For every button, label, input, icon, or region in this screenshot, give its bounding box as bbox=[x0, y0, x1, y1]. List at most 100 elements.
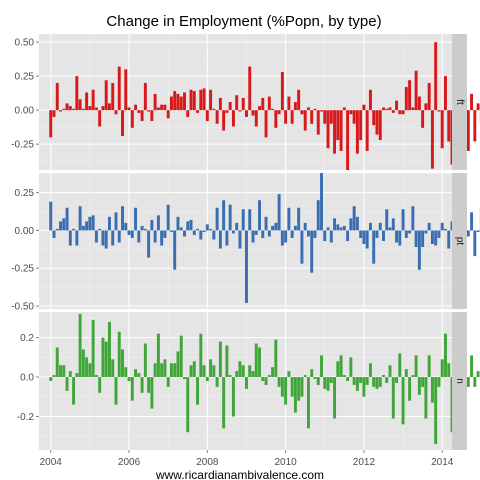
bar bbox=[88, 216, 92, 231]
bar bbox=[365, 110, 369, 151]
bar bbox=[218, 230, 222, 249]
bar bbox=[121, 110, 124, 136]
bar bbox=[163, 104, 167, 111]
bar bbox=[72, 108, 76, 111]
bar bbox=[365, 230, 369, 249]
bar bbox=[444, 228, 447, 231]
bar bbox=[395, 377, 399, 383]
bar bbox=[111, 359, 115, 378]
bar bbox=[326, 227, 330, 231]
bar bbox=[49, 110, 53, 138]
bar bbox=[173, 230, 177, 270]
bar bbox=[124, 69, 128, 111]
bar bbox=[114, 377, 118, 405]
bar bbox=[411, 107, 415, 111]
bar bbox=[470, 355, 474, 378]
bar bbox=[271, 367, 275, 378]
bar bbox=[130, 377, 134, 401]
bar bbox=[189, 365, 193, 378]
bar bbox=[378, 377, 382, 387]
bar bbox=[49, 377, 53, 381]
bar bbox=[424, 377, 428, 419]
bar bbox=[424, 103, 428, 111]
bar bbox=[98, 110, 102, 127]
bar bbox=[248, 209, 252, 231]
bar bbox=[222, 200, 226, 231]
bar bbox=[267, 96, 271, 111]
bar bbox=[355, 110, 359, 154]
bar bbox=[231, 377, 235, 417]
bar bbox=[274, 110, 278, 128]
bar bbox=[202, 88, 206, 111]
bar bbox=[414, 355, 418, 378]
bar bbox=[183, 377, 186, 380]
bar bbox=[215, 110, 219, 124]
bar bbox=[284, 110, 288, 124]
bar bbox=[176, 351, 180, 378]
bar bbox=[228, 375, 232, 378]
bar bbox=[205, 110, 209, 122]
bar bbox=[196, 228, 200, 231]
bar bbox=[336, 110, 340, 141]
bar bbox=[316, 200, 320, 231]
bar bbox=[359, 377, 363, 383]
bar bbox=[72, 228, 76, 231]
y-tick-label: 0.0 bbox=[20, 373, 34, 384]
facet-strip-label: ft bbox=[454, 99, 465, 105]
bar bbox=[372, 377, 376, 387]
x-tick-label: 2012 bbox=[353, 457, 376, 468]
x-tick-label: 2008 bbox=[196, 457, 219, 468]
bar-series-n bbox=[49, 313, 480, 445]
bar bbox=[147, 110, 151, 112]
bar bbox=[430, 230, 434, 245]
y-tick-label: 0.25 bbox=[15, 72, 35, 83]
bar bbox=[254, 110, 258, 127]
x-axis: 2004 2006 2008 2010 2012 2014 bbox=[40, 450, 454, 468]
chart-title: Change in Employment (%Popn, by type) bbox=[106, 13, 381, 30]
bar bbox=[140, 110, 144, 122]
bar bbox=[398, 230, 402, 246]
bar bbox=[391, 218, 395, 231]
bar bbox=[101, 230, 105, 246]
bar bbox=[107, 216, 111, 231]
bar bbox=[391, 377, 395, 419]
bar bbox=[205, 224, 209, 231]
bar bbox=[114, 110, 118, 115]
bar bbox=[437, 377, 441, 387]
bar bbox=[258, 106, 261, 111]
bar bbox=[111, 82, 115, 111]
bar bbox=[68, 371, 72, 378]
bar bbox=[137, 110, 141, 113]
bar bbox=[55, 82, 59, 111]
bar bbox=[65, 207, 69, 231]
bar bbox=[303, 375, 307, 378]
y-tick-label: 0.2 bbox=[20, 333, 34, 344]
bar bbox=[290, 230, 294, 238]
bar bbox=[245, 110, 248, 117]
bar bbox=[163, 230, 167, 238]
bar bbox=[143, 343, 147, 378]
bar bbox=[160, 230, 164, 246]
y-tick-label: 0.00 bbox=[15, 106, 35, 117]
bar bbox=[320, 355, 323, 378]
bar bbox=[150, 110, 154, 122]
bar bbox=[52, 375, 56, 378]
bar bbox=[209, 89, 213, 111]
bar bbox=[473, 110, 477, 142]
bar bbox=[329, 377, 333, 383]
bar bbox=[261, 377, 265, 381]
bar bbox=[421, 377, 425, 387]
bar bbox=[385, 108, 389, 111]
bar bbox=[173, 91, 177, 111]
bar bbox=[107, 321, 111, 378]
bar bbox=[280, 230, 284, 246]
bar bbox=[421, 110, 425, 128]
bar bbox=[104, 341, 108, 378]
bar bbox=[156, 333, 160, 378]
bar bbox=[258, 347, 261, 378]
bar bbox=[251, 110, 255, 116]
bar bbox=[297, 377, 301, 401]
bar bbox=[274, 222, 278, 231]
bar bbox=[346, 110, 350, 170]
bar bbox=[473, 230, 477, 257]
